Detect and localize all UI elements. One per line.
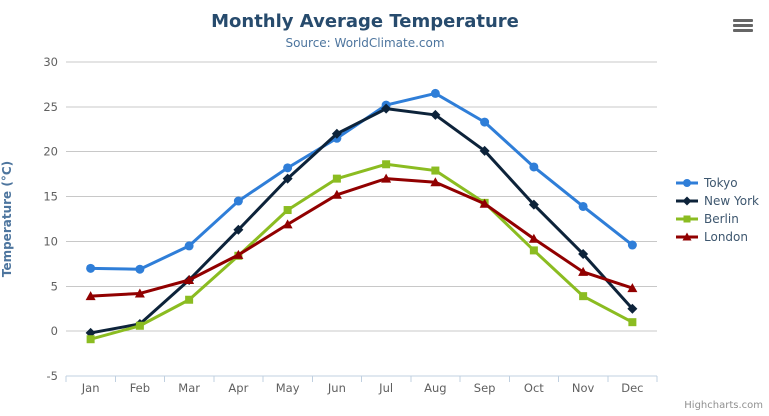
- data-point[interactable]: [86, 335, 95, 344]
- series-line-london: [89, 177, 634, 298]
- data-point[interactable]: [135, 321, 144, 330]
- data-point[interactable]: [528, 233, 539, 243]
- series-line-berlin: [89, 162, 634, 341]
- chart-title: Monthly Average Temperature: [211, 11, 519, 32]
- legend-item-tokyo[interactable]: Tokyo: [676, 174, 759, 192]
- data-point[interactable]: [627, 240, 637, 250]
- data-point[interactable]: [627, 303, 638, 314]
- data-point[interactable]: [134, 288, 145, 298]
- data-point[interactable]: [283, 163, 293, 173]
- x-axis-tick-label: Oct: [524, 381, 544, 395]
- data-point[interactable]: [578, 201, 588, 211]
- data-point[interactable]: [381, 173, 392, 183]
- data-point[interactable]: [431, 166, 440, 175]
- data-point[interactable]: [579, 292, 588, 301]
- data-point[interactable]: [331, 128, 342, 139]
- legend-item-london[interactable]: London: [676, 228, 759, 246]
- data-point[interactable]: [430, 88, 440, 98]
- data-point[interactable]: [529, 162, 539, 172]
- x-axis-tick-label: Sep: [474, 381, 496, 395]
- x-axis-tick-label: Feb: [130, 381, 150, 395]
- x-axis-tick-label: Jun: [327, 381, 346, 395]
- x-axis-tick-label: Dec: [621, 381, 643, 395]
- data-point[interactable]: [233, 249, 244, 259]
- legend-label: Tokyo: [704, 176, 738, 190]
- y-axis-tick-label: 30: [43, 55, 58, 69]
- legend-label: London: [704, 230, 748, 244]
- hamburger-bar: [733, 24, 753, 27]
- chart-subtitle: Source: WorldClimate.com: [285, 36, 445, 50]
- data-point[interactable]: [85, 291, 96, 301]
- data-point[interactable]: [86, 263, 96, 273]
- x-axis-tick-label: Aug: [424, 381, 446, 395]
- data-point[interactable]: [184, 241, 194, 251]
- legend: Tokyo New York Berlin London: [676, 174, 759, 246]
- legend-item-new-york[interactable]: New York: [676, 192, 759, 210]
- data-point[interactable]: [529, 246, 538, 255]
- data-point[interactable]: [233, 224, 244, 235]
- y-axis-tick-label: 20: [43, 145, 58, 159]
- data-point[interactable]: [135, 264, 145, 274]
- hamburger-bar: [733, 19, 753, 22]
- data-point[interactable]: [430, 177, 441, 187]
- data-point[interactable]: [282, 173, 293, 184]
- x-axis-tick-label: Apr: [228, 381, 248, 395]
- y-axis-tick-label: 5: [51, 279, 58, 293]
- y-axis-tick-label: 0: [51, 324, 58, 338]
- data-point[interactable]: [233, 196, 243, 206]
- x-axis-tick-label: Nov: [572, 381, 595, 395]
- data-point[interactable]: [381, 103, 392, 114]
- credits-link[interactable]: Highcharts.com: [684, 400, 763, 411]
- hamburger-icon[interactable]: [729, 17, 757, 41]
- y-axis-tick-label: 10: [43, 234, 58, 248]
- legend-marker-circle-icon: [676, 179, 698, 187]
- data-point[interactable]: [578, 248, 589, 259]
- series-line-new-york: [89, 107, 634, 335]
- data-point[interactable]: [185, 295, 194, 304]
- x-axis-tick-label: May: [276, 381, 300, 395]
- data-point[interactable]: [331, 189, 342, 199]
- data-point[interactable]: [430, 109, 441, 120]
- data-point[interactable]: [528, 199, 539, 210]
- y-axis-tick-label: -5: [47, 369, 58, 383]
- data-point[interactable]: [282, 219, 293, 229]
- data-point[interactable]: [332, 174, 341, 183]
- data-point[interactable]: [480, 117, 490, 127]
- legend-marker-diamond-icon: [676, 196, 698, 206]
- legend-marker-square-icon: [676, 215, 698, 223]
- data-point[interactable]: [628, 318, 637, 327]
- legend-item-berlin[interactable]: Berlin: [676, 210, 759, 228]
- data-point[interactable]: [578, 266, 589, 276]
- hamburger-bar: [733, 29, 753, 32]
- data-point[interactable]: [479, 145, 490, 156]
- y-axis-tick-label: 15: [43, 190, 58, 204]
- data-point[interactable]: [382, 160, 391, 169]
- x-axis-tick-label: Jan: [81, 381, 100, 395]
- data-point[interactable]: [627, 283, 638, 293]
- legend-label: New York: [704, 194, 759, 208]
- data-point[interactable]: [184, 275, 195, 285]
- data-point[interactable]: [283, 206, 292, 215]
- y-axis-tick-label: 25: [43, 100, 58, 114]
- data-point[interactable]: [479, 198, 490, 208]
- x-axis-tick-label: Jul: [378, 381, 393, 395]
- y-axis-title: Temperature (°C): [0, 160, 14, 278]
- legend-label: Berlin: [704, 212, 739, 226]
- x-axis-tick-label: Mar: [178, 381, 200, 395]
- legend-marker-triangle-icon: [676, 232, 698, 241]
